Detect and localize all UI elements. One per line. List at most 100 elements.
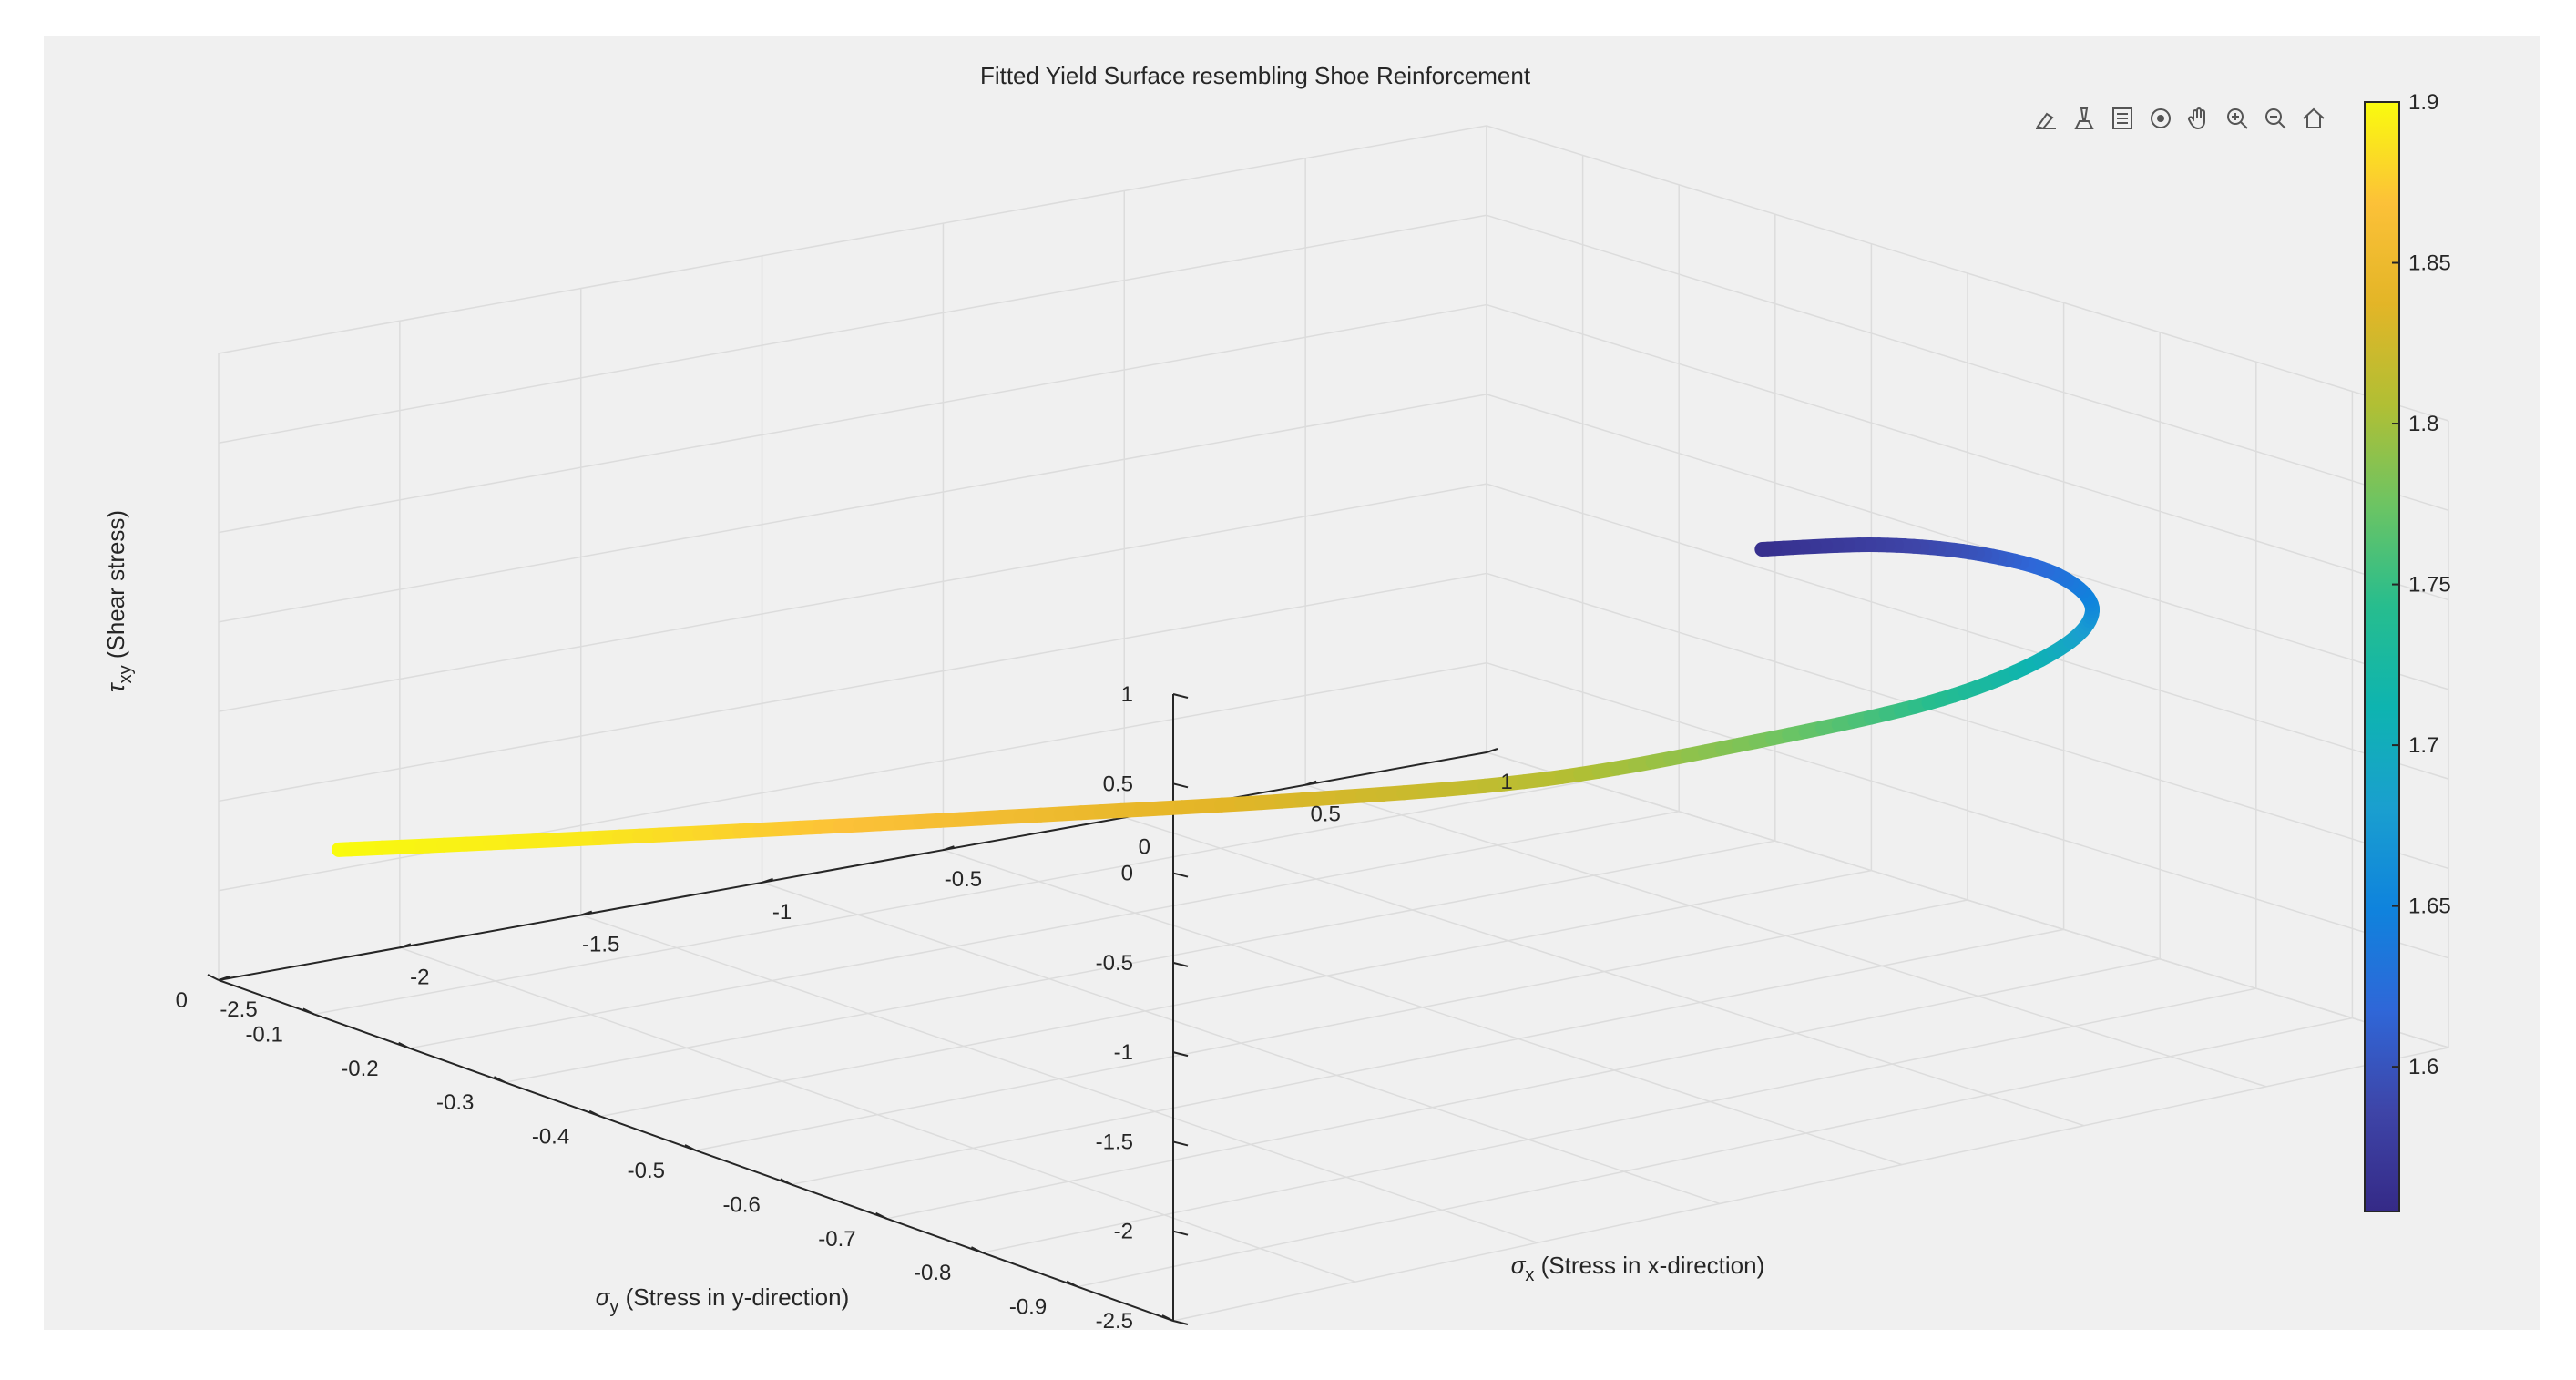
- y-tick: [302, 1007, 315, 1016]
- x-tick-label: 0.5: [1310, 802, 1340, 827]
- zoom-in-icon: [2227, 108, 2248, 129]
- brush-button[interactable]: [2029, 102, 2062, 135]
- pan-button[interactable]: [2182, 102, 2215, 135]
- x-tick-label: -1: [772, 900, 792, 925]
- floor-grid-line: [886, 958, 2161, 1220]
- brush-icon: [2036, 112, 2056, 130]
- z-tick-label: -0.5: [1096, 951, 1133, 976]
- y-tick: [1066, 1280, 1078, 1288]
- y-tick-label: -0.7: [818, 1227, 855, 1252]
- z-tick-label: 0: [1121, 862, 1133, 886]
- x-tick: [943, 845, 955, 852]
- y-tick-label: -0.8: [914, 1261, 951, 1285]
- floor-grid-line: [505, 840, 1775, 1083]
- x-tick: [762, 877, 773, 884]
- floor-grid-line: [982, 987, 2256, 1253]
- floor-grid-line: [409, 811, 1680, 1049]
- floor-grid-line: [1078, 1017, 2353, 1288]
- pan-hand-icon: [2187, 107, 2205, 130]
- x-tick: [218, 976, 230, 981]
- wall-grid-line: [1486, 214, 2449, 512]
- y-tick: [970, 1246, 983, 1254]
- x-tick: [1304, 780, 1317, 786]
- floor-grid-line: [695, 899, 1968, 1151]
- wall-grid-line: [218, 483, 1487, 712]
- y-tick: [207, 974, 220, 981]
- z-tick: [1172, 1140, 1189, 1147]
- y-tick: [493, 1076, 506, 1084]
- x-tick-label: 1: [1500, 770, 1512, 794]
- wall-grid-line: [218, 572, 1487, 802]
- x-tick-label: -1.5: [582, 933, 619, 957]
- z-tick: [1172, 1230, 1189, 1236]
- colorbar-tick-label: 1.7: [2408, 733, 2438, 758]
- z-tick: [1172, 782, 1189, 789]
- x-tick-label: -2.5: [220, 997, 257, 1022]
- curve-layer: [331, 537, 2101, 857]
- zoom-out-button[interactable]: [2259, 102, 2292, 135]
- wall-grid-line: [1486, 572, 2449, 870]
- x-tick-label: 0: [1139, 834, 1150, 859]
- floor-grid-line: [600, 869, 1872, 1118]
- y-tick-label: -0.1: [245, 1022, 282, 1047]
- wall-grid-line: [218, 394, 1487, 623]
- zoom-out-icon: [2265, 108, 2286, 129]
- colorbar-tick-label: 1.65: [2408, 894, 2451, 919]
- wall-grid-line: [1486, 394, 2449, 690]
- colorbar-tick-label: 1.6: [2408, 1055, 2438, 1079]
- z-tick: [1172, 1320, 1189, 1325]
- wall-grid-line: [1486, 125, 2449, 422]
- x-tick: [399, 943, 412, 949]
- legend-button[interactable]: [2106, 102, 2139, 135]
- zoom-in-button[interactable]: [2221, 102, 2254, 135]
- y-tick: [1161, 1314, 1174, 1322]
- z-tick-label: 1: [1121, 682, 1133, 707]
- colorbar-tick-label: 1.75: [2408, 573, 2451, 598]
- z-tick: [1172, 872, 1189, 878]
- home-button[interactable]: [2297, 102, 2330, 135]
- z-tick-label: -1: [1114, 1040, 1133, 1065]
- x-axis-label: σx (Stress in x-direction): [1511, 1252, 1765, 1285]
- y-tick-label: 0: [176, 988, 188, 1013]
- y-tick-label: -0.2: [341, 1057, 378, 1081]
- colorbar-tick-label: 1.85: [2408, 251, 2451, 276]
- y-tick-label: -0.9: [1009, 1295, 1047, 1320]
- wall-grid-line: [1486, 751, 2449, 1048]
- x-tick: [1486, 748, 1498, 753]
- floor-grid-line: [1172, 1047, 2449, 1322]
- axes-layer: [207, 125, 2449, 1325]
- y-tick-label: -0.4: [532, 1125, 569, 1150]
- z-axis-label: τxy (Shear stress): [102, 510, 136, 692]
- x-tick-label: -0.5: [945, 867, 982, 892]
- legend-icon: [2112, 107, 2132, 129]
- y-tick-label: -0.5: [628, 1159, 665, 1183]
- floor-grid-line: [313, 781, 1583, 1016]
- chart-title: Fitted Yield Surface resembling Shoe Rei…: [980, 62, 1531, 89]
- figure-window: 1 0.5 0 -0.5 -1 -1.5 -2 -2.5 0 -0.1 -0.2 -0.3 -0.4 -0…: [44, 36, 2540, 1330]
- rotate-3d-button[interactable]: [2144, 102, 2177, 135]
- x-axis-line: [218, 751, 1487, 981]
- colorbar-tick-label: 1.8: [2408, 412, 2438, 436]
- y-tick: [398, 1041, 411, 1049]
- z-tick: [1172, 693, 1189, 699]
- y-tick-label: -0.3: [436, 1090, 474, 1115]
- z-tick-label: -2.5: [1096, 1309, 1133, 1330]
- y-tick-label: -0.6: [722, 1192, 760, 1217]
- z-tick: [1172, 961, 1189, 967]
- colorbar[interactable]: 1.6 1.65 1.7 1.75 1.8 1.85 1.9: [2364, 90, 2451, 1212]
- x-tick: [580, 910, 593, 916]
- z-tick: [1172, 1051, 1189, 1058]
- x-tick-label: -2: [410, 965, 429, 989]
- datatip-button[interactable]: [2068, 102, 2101, 135]
- floor-grid-line: [791, 928, 2064, 1186]
- wall-grid-line: [1486, 303, 2449, 601]
- colorbar-tick-label: 1.9: [2408, 90, 2438, 115]
- wall-grid-line: [218, 303, 1487, 534]
- wall-grid-line: [218, 125, 1487, 354]
- colorbar-gradient: [2364, 101, 2400, 1212]
- axes-toolbar: [2029, 100, 2330, 137]
- z-tick-label: -2: [1114, 1220, 1133, 1244]
- datatip-icon: [2074, 107, 2094, 129]
- rotate-3d-icon: [2151, 108, 2171, 128]
- chart-svg: 1 0.5 0 -0.5 -1 -1.5 -2 -2.5 0 -0.1 -0.2 -0.3 -0.4 -0…: [102, 62, 2451, 1330]
